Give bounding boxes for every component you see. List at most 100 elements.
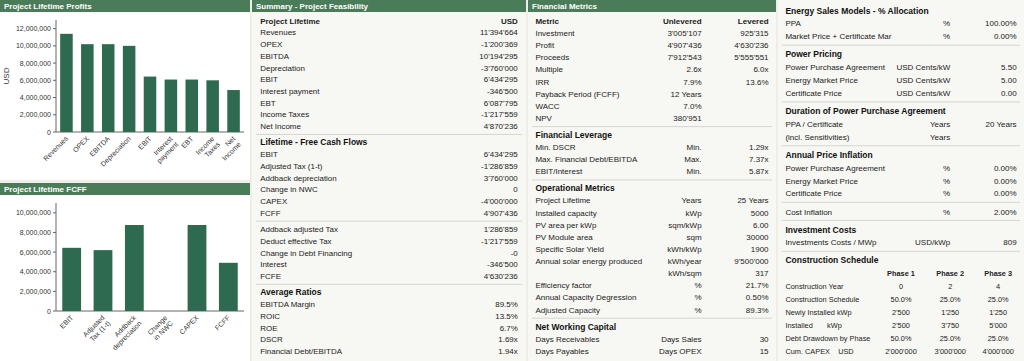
table-cell: 50.0% [891, 295, 912, 304]
table-cell: 2.00% [994, 208, 1017, 217]
table-cell: Years [930, 133, 950, 142]
table-cell: Cum. CAPEX USD [785, 347, 853, 356]
section-title: Annual Price Inflation [785, 150, 872, 160]
table-cell: Investment [535, 29, 575, 38]
tick-label: 0 [47, 308, 51, 315]
table-cell: 0.00% [994, 177, 1017, 186]
bar [102, 44, 115, 132]
category-label: Revenues [42, 135, 70, 163]
category-label-group: IncomeTaxes [194, 135, 221, 162]
table-cell: Phase 2 [936, 269, 964, 278]
table-cell: Certificate Price [785, 189, 842, 198]
table-cell: 5'000 [989, 321, 1007, 330]
bar [125, 225, 144, 311]
bar [123, 46, 136, 132]
bar [60, 34, 73, 132]
category-label-group: Revenues [42, 135, 70, 163]
table-cell: CAPEX [260, 197, 288, 206]
table-cell: Construction Schedule [785, 295, 859, 304]
text-line: OPEX [71, 135, 90, 154]
bar-chart: Project Lifetime FCFF02,000,0004,000,000… [0, 183, 250, 361]
panel-header [528, 0, 776, 12]
table-cell: Annual Capacity Degression [535, 293, 636, 302]
table-cell: 12 Years [670, 90, 701, 99]
section-separator [532, 179, 772, 180]
text-line: Depreciation [99, 135, 133, 169]
category-label: CAPEX [178, 314, 200, 336]
table-cell: 380'951 [673, 114, 702, 123]
table-cell: Depreciation [260, 64, 305, 73]
section-separator [256, 284, 522, 285]
tick-label: 6,000,000 [20, 249, 51, 256]
table-cell: EBITDA Margin [260, 300, 315, 309]
bars [62, 225, 237, 311]
table-cell: 1900 [751, 245, 769, 254]
table-cell: Energy Market Price [785, 177, 858, 186]
table-cell: DSCR [260, 335, 283, 344]
category-label-group: Changein NWC [146, 314, 174, 342]
table-cell: % [694, 293, 701, 302]
table-cell: 5000 [751, 209, 769, 218]
bar [219, 263, 238, 311]
table-cell: Min. [686, 143, 701, 152]
table-cell: Days Receivables [535, 335, 599, 344]
text-line: Income [221, 140, 242, 161]
section-separator [256, 221, 522, 222]
table-cell: Max. [684, 155, 701, 164]
table-cell: NPV [535, 114, 552, 123]
table-cell: 7.0% [683, 102, 701, 111]
table-cell: Max. Financial Debt/EBITDA [535, 155, 637, 164]
panel-background [778, 0, 1024, 361]
category-label-group: EBIT [59, 313, 75, 329]
table-cell: PPA [785, 19, 801, 28]
tick-label: 12,000,000 [16, 25, 51, 32]
bar [186, 80, 199, 132]
table-cell: Phase 3 [984, 269, 1012, 278]
table-cell: 25.0% [940, 295, 961, 304]
table-cell: Payback Period (FCFF) [535, 90, 619, 99]
table-cell: 2'500 [892, 321, 910, 330]
table-cell: Project Lifetime [535, 196, 591, 205]
table-cell: Income Taxes [260, 110, 309, 119]
table-cell: Metric [535, 17, 559, 26]
table-cell: 7.9% [683, 78, 701, 87]
table-cell: Change in NWC [260, 185, 318, 194]
table-cell: Energy Market Price [785, 76, 858, 85]
table-cell: PPA / Certificate [785, 120, 843, 129]
table-cell: -346'500 [487, 260, 518, 269]
category-label: EBIT [137, 134, 153, 150]
y-axis-line [56, 20, 57, 132]
section-title: Construction Schedule [785, 255, 878, 265]
table-cell: 5.50 [1001, 63, 1017, 72]
tick-label: 2,000,000 [20, 111, 51, 118]
text-line: Tax (1-t) [88, 320, 112, 344]
table-cell: -0 [511, 249, 519, 258]
table-cell: 89.5% [495, 300, 518, 309]
bar [206, 80, 219, 132]
table-cell: -1'286'859 [481, 162, 518, 171]
table-cell: -1'217'559 [481, 110, 518, 119]
panel-background [252, 0, 526, 361]
section-separator [532, 126, 772, 127]
section-separator [782, 251, 1020, 252]
table-cell: -1'200'369 [481, 40, 518, 49]
table-cell: 7'912'543 [667, 53, 702, 62]
y-axis-line [56, 203, 57, 311]
table-cell: (incl. Sensitivities) [785, 133, 849, 142]
tick-label: 0 [47, 129, 51, 136]
section-separator [782, 202, 1020, 203]
table-cell: Power Purchase Agreement [785, 63, 885, 72]
table-cell: 5'555'551 [734, 53, 769, 62]
table-cell: Specific Solar Yield [535, 245, 603, 254]
table-cell: kWh/sqm [668, 269, 702, 278]
table-cell: 11'394'664 [480, 28, 518, 37]
tick-label: 4,000,000 [20, 94, 51, 101]
table-cell: 6.0x [753, 65, 768, 74]
table-cell: Days Sales [661, 335, 701, 344]
table-cell: Installed kWp [785, 321, 841, 330]
table-cell: 21.7% [746, 281, 769, 290]
tick-label: 8,000,000 [20, 229, 51, 236]
table-cell: Multiple [535, 65, 563, 74]
table-cell: 13.6% [746, 78, 769, 87]
table-cell: 4'000'000 [982, 347, 1013, 356]
